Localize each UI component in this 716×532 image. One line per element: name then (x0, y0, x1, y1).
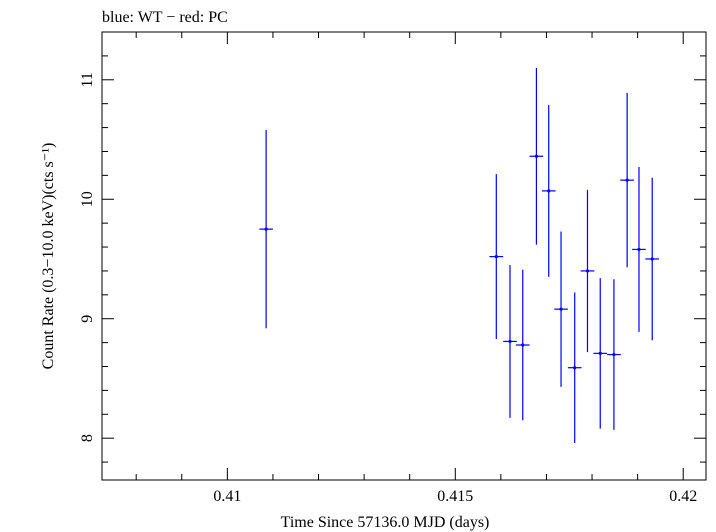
data-point (489, 174, 504, 340)
data-point (503, 264, 517, 418)
point-marker (534, 154, 539, 158)
point-marker (494, 254, 498, 259)
point-marker (521, 343, 525, 347)
y-tick-label: 8 (79, 434, 96, 442)
plot-frame (101, 31, 707, 481)
point-marker (585, 269, 590, 273)
data-point (645, 177, 660, 341)
data-point (607, 279, 621, 430)
point-marker (559, 307, 563, 311)
data-point (259, 129, 273, 329)
y-tick-label: 11 (79, 72, 96, 87)
point-marker (598, 351, 602, 355)
x-axis-ticks: 0.41 0.415 0.42 (135, 32, 697, 505)
point-marker (650, 257, 654, 261)
point-marker (547, 189, 551, 193)
y-axis-label: Count Rate (0.3−10.0 keV)(cts s⁻¹) (40, 143, 57, 370)
y-tick-label: 9 (79, 315, 96, 323)
point-marker (637, 247, 641, 252)
data-point (529, 67, 544, 245)
data-points (259, 67, 660, 443)
data-point (554, 231, 568, 387)
x-axis-label: Time Since 57136.0 MJD (days) (281, 514, 490, 531)
point-marker (573, 366, 577, 370)
x-tick-label: 0.415 (437, 488, 473, 505)
chart-title: blue: WT − red: PC (102, 9, 228, 26)
data-point (632, 166, 646, 332)
point-marker (612, 352, 616, 357)
data-point (580, 189, 595, 353)
point-marker (264, 227, 268, 231)
y-axis-ticks: 8 9 10 11 (79, 31, 706, 463)
data-point (593, 278, 608, 429)
data-point (515, 269, 530, 421)
x-tick-label: 0.42 (669, 488, 697, 505)
data-point (620, 92, 634, 268)
point-marker (625, 178, 629, 182)
data-point (567, 292, 582, 443)
x-tick-label: 0.41 (213, 488, 241, 505)
data-point (541, 104, 556, 277)
point-marker (508, 339, 512, 344)
y-tick-label: 10 (79, 191, 96, 207)
